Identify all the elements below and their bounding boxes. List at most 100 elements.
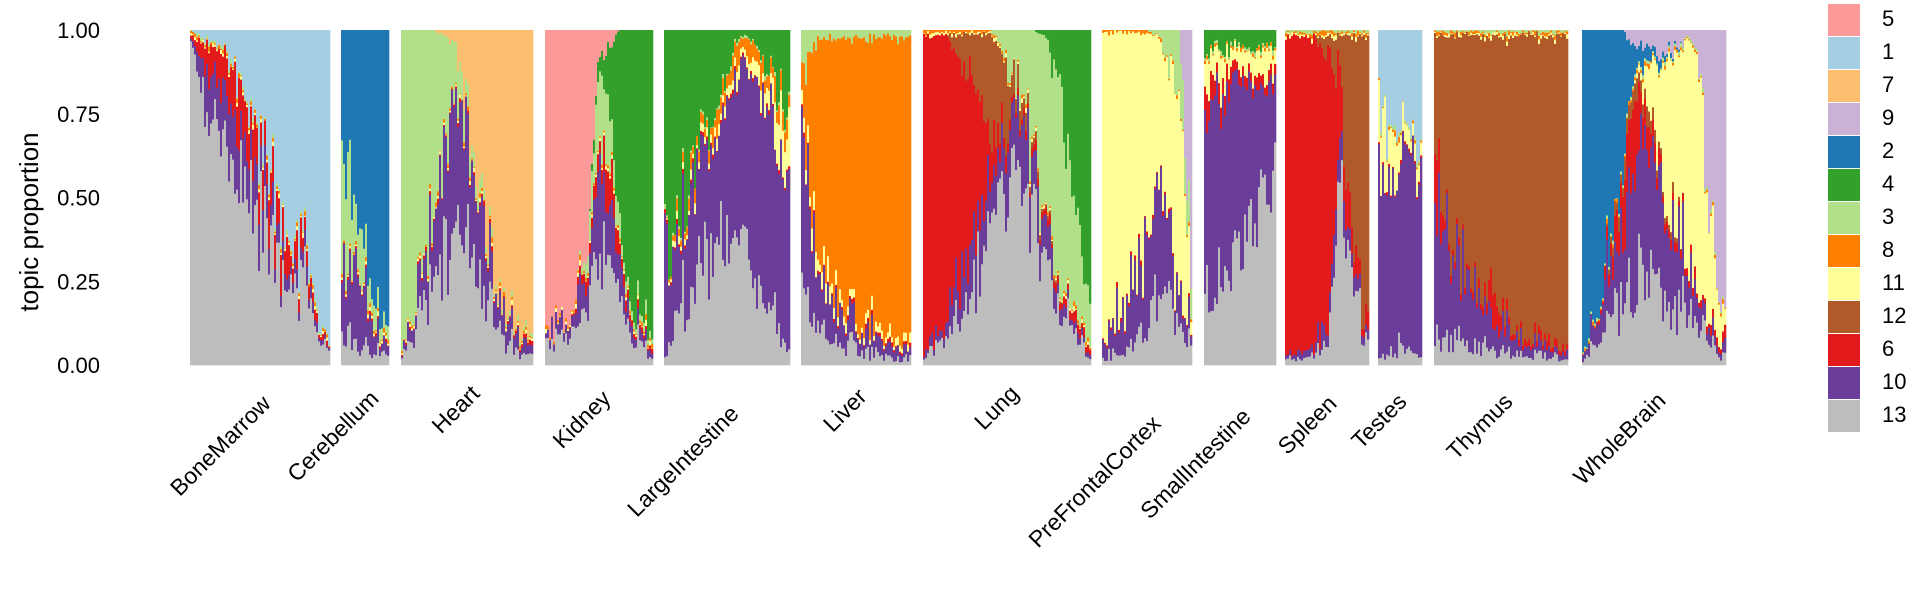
bar-segment-topic-10: [294, 258, 297, 274]
bar-segment-topic-10: [413, 328, 416, 348]
bar-segment-topic-8: [1614, 199, 1617, 202]
bar-segment-topic-11: [1317, 36, 1320, 39]
bar-segment-topic-4: [1272, 30, 1275, 51]
bar-segment-topic-7: [457, 30, 460, 72]
bar-segment-topic-12: [1343, 34, 1346, 167]
bar-segment-topic-11: [611, 154, 614, 159]
bar-segment-topic-11: [216, 49, 219, 52]
bar-segment-topic-8: [242, 89, 245, 93]
bar-segment-topic-10: [328, 347, 331, 351]
bar-segment-topic-6: [1418, 181, 1421, 185]
bar-segment-topic-3: [617, 201, 620, 225]
bar-segment-topic-10: [1027, 107, 1030, 184]
bar-segment-topic-2: [1636, 48, 1639, 68]
bar-segment-topic-8: [1716, 288, 1719, 290]
bar-segment-topic-12: [1051, 240, 1054, 245]
bar-segment-topic-13: [489, 281, 492, 366]
bar-segment-topic-8: [633, 328, 636, 332]
bar-segment-topic-6: [831, 293, 834, 296]
bar-segment-topic-1: [1388, 30, 1391, 125]
bar-segment-topic-6: [1646, 126, 1649, 151]
bar-segment-topic-3: [1630, 96, 1633, 101]
bar-segment-topic-8: [1367, 32, 1370, 35]
bar-segment-topic-8: [1556, 30, 1559, 34]
bar-segment-topic-5: [607, 30, 610, 43]
bar-segment-topic-3: [1584, 346, 1587, 349]
bar-segment-topic-6: [451, 88, 454, 90]
bar-segment-topic-11: [525, 329, 528, 334]
bar-segment-topic-10: [1138, 237, 1141, 327]
bar-segment-topic-11: [841, 299, 844, 308]
bar-segment-topic-11: [1394, 136, 1397, 196]
bar-segment-topic-6: [633, 333, 636, 339]
bar-segment-topic-3: [702, 111, 705, 115]
bar-segment-topic-3: [903, 30, 906, 41]
bar-segment-topic-13: [631, 343, 634, 366]
bar-segment-topic-13: [200, 92, 203, 366]
bar-segment-topic-8: [1512, 31, 1515, 36]
bar-segment-topic-8: [957, 30, 960, 34]
bar-segment-topic-10: [1134, 259, 1137, 343]
bar-segment-topic-11: [591, 214, 594, 218]
bar-segment-topic-11: [621, 257, 624, 259]
bar-segment-topic-11: [220, 49, 223, 54]
bar-segment-topic-3: [786, 117, 789, 120]
bar-segment-topic-8: [1182, 129, 1185, 132]
bar-segment-topic-8: [1672, 62, 1675, 66]
bar-segment-topic-11: [728, 84, 731, 99]
bar-segment-topic-13: [859, 356, 862, 366]
bar-segment-topic-10: [1716, 345, 1719, 354]
bar-segment-topic-8: [1059, 297, 1062, 300]
bar-segment-topic-11: [845, 322, 848, 334]
bar-segment-topic-3: [883, 30, 886, 34]
bar-segment-topic-13: [443, 215, 446, 366]
bar-segment-topic-10: [599, 152, 602, 254]
bar-segment-topic-13: [503, 335, 506, 366]
bar-segment-topic-2: [361, 30, 364, 230]
bar-segment-topic-10: [228, 113, 231, 182]
bar-segment-topic-7: [513, 30, 516, 333]
bar-segment-topic-11: [437, 195, 440, 199]
bar-segment-topic-6: [724, 118, 727, 121]
bar-segment-topic-13: [238, 202, 241, 366]
bar-segment-topic-10: [1013, 97, 1016, 145]
bar-segment-topic-13: [1634, 312, 1637, 366]
bar-segment-topic-2: [379, 30, 382, 330]
bar-segment-topic-11: [238, 77, 241, 78]
bar-segment-topic-6: [676, 218, 679, 225]
bar-segment-topic-9: [1624, 30, 1627, 32]
bar-segment-topic-11: [1327, 32, 1330, 36]
bar-segment-topic-8: [684, 233, 687, 240]
bar-segment-topic-10: [493, 302, 496, 328]
bar-segment-topic-12: [1353, 32, 1356, 263]
bar-segment-topic-3: [1440, 30, 1443, 31]
bar-segment-topic-3: [859, 30, 862, 39]
bar-segment-topic-6: [1041, 212, 1044, 219]
bar-segment-topic-4: [736, 30, 739, 43]
bar-segment-topic-6: [1047, 219, 1050, 228]
bar-segment-topic-13: [1069, 325, 1072, 366]
bar-segment-topic-3: [304, 207, 307, 212]
bar-segment-topic-13: [1015, 169, 1018, 366]
bar-segment-topic-6: [260, 122, 263, 146]
bar-segment-topic-11: [925, 35, 928, 37]
bar-segment-topic-1: [260, 30, 263, 115]
bar-segment-topic-11: [1256, 50, 1259, 78]
bar-segment-topic-3: [865, 30, 868, 42]
bar-segment-topic-11: [1706, 192, 1709, 327]
bar-segment-topic-8: [429, 183, 432, 189]
bar-segment-topic-3: [716, 108, 719, 110]
bar-segment-topic-13: [1081, 334, 1084, 366]
bar-segment-topic-3: [1156, 30, 1159, 34]
bar-segment-topic-3: [1672, 61, 1675, 63]
bar-segment-topic-12: [1676, 238, 1679, 244]
bar-segment-topic-3: [238, 71, 241, 74]
bar-segment-topic-11: [726, 88, 729, 96]
bar-segment-topic-3: [708, 149, 711, 151]
bar-segment-topic-10: [485, 260, 488, 322]
bar-segment-topic-11: [493, 298, 496, 302]
bar-segment-topic-13: [1390, 345, 1393, 366]
bar-segment-topic-13: [523, 352, 526, 366]
bar-segment-topic-8: [833, 38, 836, 309]
bar-segment-topic-2: [1672, 58, 1675, 62]
